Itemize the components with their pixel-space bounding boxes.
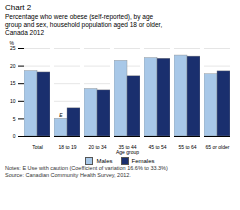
html-text:Percentage who were obese (sel: Percentage who were obese (self-reported… [5, 13, 163, 36]
svg-text:55 to 64: 55 to 64 [178, 144, 196, 150]
svg-text:65 or older: 65 or older [206, 144, 230, 150]
svg-text:18 to 19: 18 to 19 [58, 144, 76, 150]
html-text:Chart 2: Chart 2 [5, 3, 32, 12]
html-text:Source: Canadian Community Hea: Source: Canadian Community Health Survey… [5, 172, 131, 178]
html-text:Notes: E Use with caution (Coe: Notes: E Use with caution (Coefficient o… [5, 165, 168, 171]
svg-text:25: 25 [9, 45, 16, 52]
svg-text:Age group: Age group [116, 149, 139, 155]
svg-text:20: 20 [10, 63, 16, 69]
svg-text:Total: Total [32, 144, 43, 150]
svg-text:0: 0 [13, 133, 16, 139]
svg-text:45 to 54: 45 to 54 [148, 144, 166, 150]
svg-text:%: % [10, 40, 15, 46]
svg-text:5: 5 [13, 116, 16, 122]
svg-text:20 to 34: 20 to 34 [88, 144, 106, 150]
svg-text:10: 10 [10, 98, 16, 104]
svg-text:15: 15 [10, 80, 16, 86]
html-text:Females: Females [131, 158, 155, 164]
html-text:Males: Males [96, 158, 113, 164]
svg-text:E: E [59, 112, 63, 118]
svg-text:35 to 44: 35 to 44 [118, 144, 137, 151]
